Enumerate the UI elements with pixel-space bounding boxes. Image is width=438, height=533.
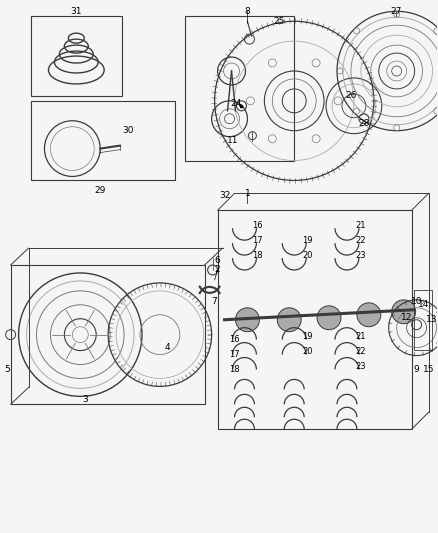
Text: 22: 22 (356, 236, 366, 245)
Text: 29: 29 (95, 186, 106, 195)
Text: 22: 22 (356, 347, 366, 356)
Text: 18: 18 (252, 251, 263, 260)
Text: 27: 27 (390, 7, 401, 16)
Text: 18: 18 (229, 365, 240, 374)
Circle shape (236, 308, 259, 332)
Text: 17: 17 (229, 350, 240, 359)
Text: 20: 20 (302, 347, 312, 356)
Text: 30: 30 (122, 126, 134, 135)
Text: 4: 4 (165, 343, 171, 352)
Text: 16: 16 (252, 221, 263, 230)
Text: 3: 3 (82, 395, 88, 404)
Text: 10: 10 (411, 297, 422, 306)
Text: 2: 2 (215, 265, 220, 274)
Text: 19: 19 (302, 332, 312, 341)
Text: 9: 9 (414, 365, 420, 374)
Text: 5: 5 (4, 365, 10, 374)
Text: 25: 25 (274, 17, 285, 26)
Text: 28: 28 (358, 119, 370, 128)
Text: 8: 8 (244, 7, 251, 16)
Text: 7: 7 (211, 297, 216, 306)
Bar (31, 17, 122, 96)
Bar (218, 211, 412, 429)
Text: 15: 15 (423, 365, 434, 374)
Circle shape (357, 303, 381, 327)
Text: 23: 23 (356, 251, 366, 260)
Text: 12: 12 (401, 313, 412, 322)
Text: 20: 20 (302, 251, 312, 260)
Text: 11: 11 (227, 136, 238, 145)
Bar (185, 17, 294, 160)
Text: 6: 6 (215, 255, 220, 264)
Text: 14: 14 (418, 300, 429, 309)
Text: 17: 17 (252, 236, 263, 245)
Circle shape (317, 306, 341, 330)
Text: 21: 21 (356, 221, 366, 230)
Text: 31: 31 (71, 7, 82, 16)
Text: 1: 1 (244, 189, 251, 198)
Text: 32: 32 (219, 191, 230, 200)
Text: 19: 19 (302, 236, 312, 245)
Bar (11, 265, 205, 405)
Text: 21: 21 (356, 332, 366, 341)
Text: 23: 23 (356, 362, 366, 371)
Text: 24: 24 (230, 99, 241, 108)
Text: 26: 26 (345, 91, 357, 100)
Bar (31, 101, 175, 181)
Bar (413, 290, 431, 350)
Circle shape (392, 300, 416, 324)
Circle shape (277, 308, 301, 332)
Text: 13: 13 (426, 315, 437, 324)
Text: 16: 16 (229, 335, 240, 344)
